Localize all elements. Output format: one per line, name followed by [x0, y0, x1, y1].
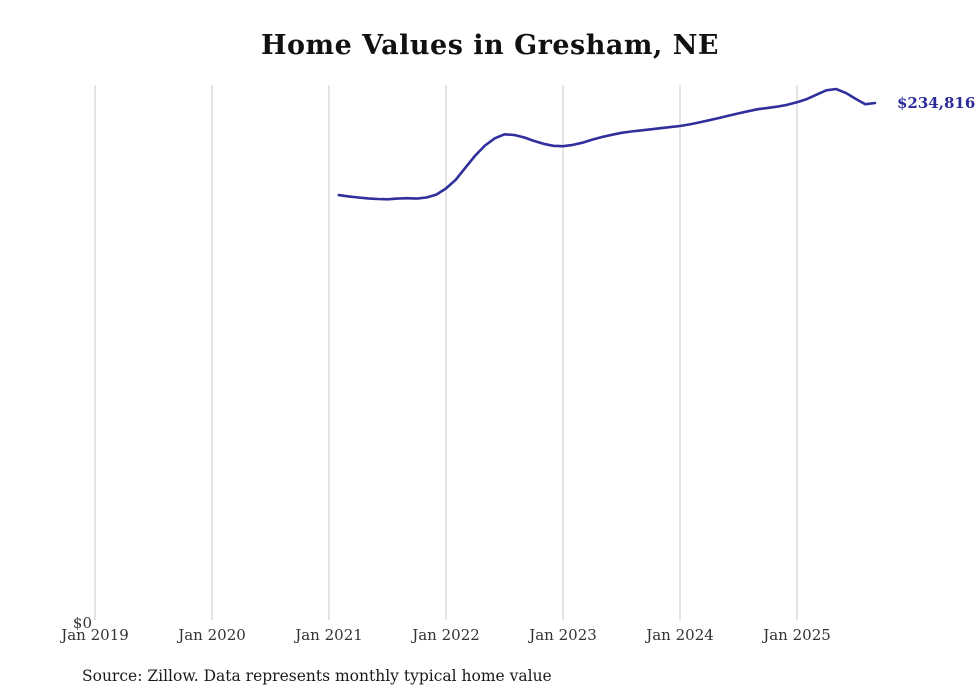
x-axis-tick-labels: Jan 2019 Jan 2020 Jan 2021 Jan 2022 Jan 2023… — [59, 626, 831, 644]
y-axis-zero-label: $0 — [73, 614, 92, 632]
source-note: Source: Zillow. Data represents monthly … — [82, 667, 552, 685]
x-tick-label: Jan 2021 — [293, 626, 363, 644]
vertical-gridlines — [94, 85, 798, 620]
x-tick-label: Jan 2019 — [59, 626, 129, 644]
home-value-line-series — [337, 87, 877, 201]
x-tick-label: Jan 2024 — [644, 626, 714, 644]
x-tick-label: Jan 2023 — [527, 626, 597, 644]
end-value-label: $234,816 — [897, 94, 975, 112]
x-tick-label: Jan 2022 — [410, 626, 480, 644]
chart-title: Home Values in Gresham, NE — [261, 30, 719, 61]
x-tick-label: Jan 2025 — [761, 626, 831, 644]
x-tick-label: Jan 2020 — [176, 626, 246, 644]
